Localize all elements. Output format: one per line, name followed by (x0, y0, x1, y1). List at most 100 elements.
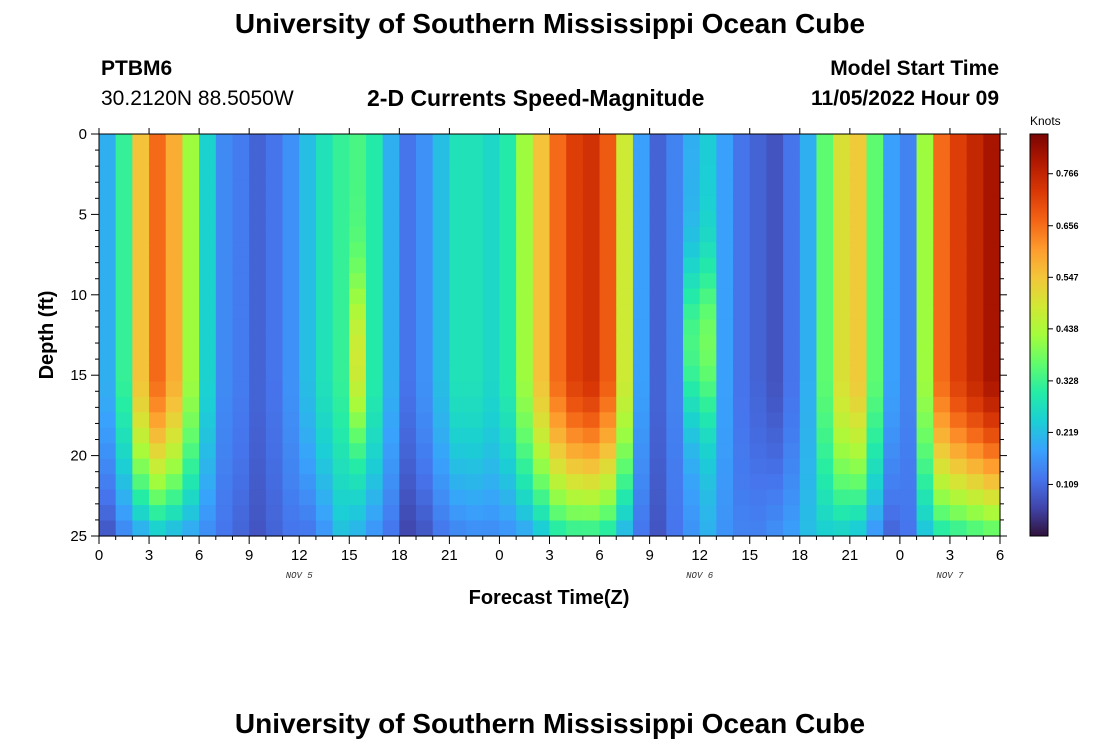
heatmap-cell (749, 149, 768, 166)
heatmap-cell (249, 288, 267, 305)
heatmap-cell (416, 458, 434, 475)
heatmap-cell (349, 134, 367, 151)
heatmap-cell (749, 365, 768, 382)
heatmap-cell (632, 412, 651, 429)
heatmap-cell (182, 304, 200, 321)
heatmap-cell (566, 164, 584, 181)
heatmap-cell (365, 396, 384, 413)
heatmap-cell (699, 226, 717, 243)
heatmap-cell (249, 226, 267, 243)
heatmap-cell (399, 520, 417, 537)
heatmap-cell (332, 381, 350, 398)
heatmap-cell (182, 489, 200, 506)
heatmap-cell (949, 288, 968, 305)
heatmap-cell (666, 288, 684, 305)
heatmap-cell (899, 242, 918, 259)
heatmap-cell (416, 443, 434, 460)
heatmap-cell (666, 489, 684, 506)
heatmap-cell (299, 381, 317, 398)
heatmap-cell (733, 396, 751, 413)
heatmap-cell (716, 134, 734, 151)
heatmap-cell (733, 365, 751, 382)
heatmap-cell (883, 412, 901, 429)
heatmap-cell (883, 164, 901, 181)
heatmap-cell (282, 134, 300, 151)
heatmap-cell (799, 226, 818, 243)
heatmap-cell (215, 134, 234, 151)
heatmap-cell (199, 134, 217, 151)
heatmap-cell (632, 304, 651, 321)
heatmap-cell (132, 226, 150, 243)
heatmap-cell (549, 412, 567, 429)
footer-title: University of Southern Mississippi Ocean… (234, 708, 866, 739)
heatmap-cell (616, 164, 634, 181)
heatmap-cell (365, 288, 384, 305)
heatmap-cell (666, 458, 684, 475)
heatmap-cell (566, 304, 584, 321)
heatmap-cell (899, 520, 918, 537)
heatmap-cell (265, 505, 284, 522)
heatmap-cell (582, 505, 601, 522)
heatmap-cell (482, 273, 501, 290)
heatmap-cell (849, 273, 868, 290)
heatmap-cell (699, 164, 717, 181)
heatmap-cell (449, 134, 467, 151)
heatmap-cell (265, 226, 284, 243)
heatmap-cell (916, 319, 934, 336)
heatmap-cell (149, 149, 167, 166)
heatmap-cell (516, 520, 534, 537)
heatmap-cell (899, 273, 918, 290)
heatmap-cell (749, 443, 768, 460)
heatmap-cell (182, 149, 200, 166)
heatmap-cell (866, 350, 884, 367)
heatmap-cell (466, 242, 484, 259)
heatmap-cell (399, 365, 417, 382)
heatmap-cell (466, 396, 484, 413)
heatmap-cell (749, 273, 768, 290)
heatmap-cell (649, 195, 667, 212)
heatmap-cell (899, 180, 918, 197)
heatmap-cell (716, 149, 734, 166)
heatmap-cell (416, 474, 434, 491)
heatmap-cell (933, 505, 951, 522)
heatmap-cell (449, 396, 467, 413)
heatmap-cell (532, 195, 551, 212)
heatmap-cell (249, 381, 267, 398)
heatmap-cell (149, 458, 167, 475)
heatmap-cell (649, 211, 667, 228)
heatmap-cell (716, 273, 734, 290)
heatmap-cell (816, 520, 834, 537)
heatmap-cell (132, 427, 150, 444)
heatmap-cell (365, 319, 384, 336)
heatmap-cell (282, 381, 300, 398)
x-tick-label: 9 (645, 547, 653, 564)
heatmap-cell (749, 257, 768, 274)
heatmap-cell (816, 381, 834, 398)
heatmap-cell (799, 288, 818, 305)
heatmap-cell (165, 226, 184, 243)
heatmap-cell (499, 412, 517, 429)
heatmap-cell (499, 443, 517, 460)
heatmap-cell (983, 427, 1001, 444)
heatmap-cell (232, 458, 250, 475)
heatmap-cell (566, 288, 584, 305)
heatmap-cell (816, 273, 834, 290)
heatmap-cell (816, 489, 834, 506)
heatmap-cell (382, 427, 400, 444)
heatmap-cell (349, 164, 367, 181)
heatmap-cell (149, 226, 167, 243)
heatmap-cell (182, 427, 200, 444)
heatmap-cell (332, 365, 350, 382)
heatmap-cell (232, 288, 250, 305)
heatmap-cell (916, 474, 934, 491)
heatmap-cell (899, 381, 918, 398)
heatmap-cell (983, 458, 1001, 475)
heatmap-cell (432, 520, 450, 537)
heatmap-cell (299, 505, 317, 522)
heatmap-cell (265, 350, 284, 367)
heatmap-cell (866, 412, 884, 429)
heatmap-cell (883, 458, 901, 475)
heatmap-cell (566, 520, 584, 537)
heatmap-cell (582, 381, 601, 398)
heatmap-cell (215, 149, 234, 166)
